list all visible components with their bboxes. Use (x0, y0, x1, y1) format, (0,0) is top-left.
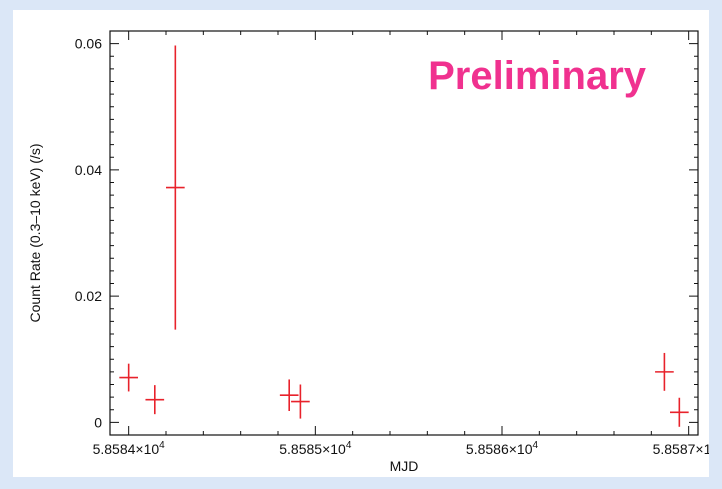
data-point (279, 379, 299, 412)
data-point (655, 352, 674, 391)
y-tick-label: 0.02 (75, 288, 102, 304)
x-tick-label: 5.8587×104 (653, 440, 709, 457)
chart-frame: 0 0.02 0.04 0.06 5.8584×104 5.8585×104 5.8586×… (13, 10, 709, 477)
preliminary-annotation: Preliminary (428, 54, 647, 98)
tick-labels: 0 0.02 0.04 0.06 5.8584×104 5.8585×104 5.8586×… (75, 36, 709, 457)
lightcurve-chart: 0 0.02 0.04 0.06 5.8584×104 5.8585×104 5.8586×… (27, 30, 709, 474)
data-point (166, 45, 185, 330)
y-axis-title: Count Rate (0.3–10 keV) (/s) (27, 144, 43, 323)
data-points (119, 45, 689, 427)
x-tick-label: 5.8586×104 (466, 440, 539, 457)
y-tick-label: 0.04 (75, 162, 102, 178)
data-point (119, 363, 138, 392)
data-point (291, 384, 310, 419)
tick-marks (110, 30, 698, 435)
data-point (670, 397, 689, 427)
x-tick-label: 5.8585×104 (279, 440, 352, 457)
y-tick-label: 0 (94, 414, 102, 430)
x-axis-title: MJD (390, 458, 419, 474)
y-tick-label: 0.06 (75, 36, 102, 52)
data-point (145, 385, 165, 415)
x-tick-label: 5.8584×104 (93, 440, 166, 457)
